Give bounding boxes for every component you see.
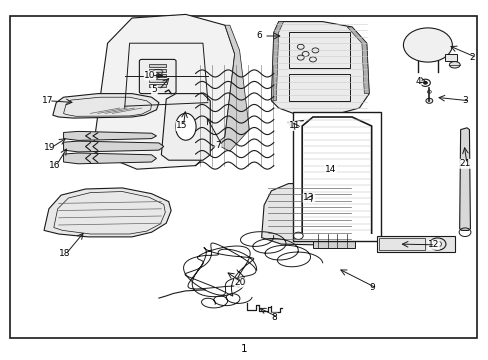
Polygon shape bbox=[44, 188, 171, 237]
Polygon shape bbox=[215, 25, 249, 151]
Text: 14: 14 bbox=[325, 165, 336, 174]
Bar bbox=[378, 238, 425, 250]
Polygon shape bbox=[63, 153, 156, 164]
Bar bbox=[376, 236, 454, 252]
Text: 18: 18 bbox=[59, 249, 70, 258]
Bar bbox=[444, 54, 456, 61]
Text: 8: 8 bbox=[271, 313, 277, 322]
Bar bbox=[149, 79, 166, 82]
Text: 15: 15 bbox=[176, 122, 187, 130]
Polygon shape bbox=[261, 184, 356, 245]
Polygon shape bbox=[346, 27, 368, 94]
Ellipse shape bbox=[448, 62, 459, 68]
Polygon shape bbox=[93, 14, 234, 169]
Bar bbox=[288, 32, 349, 68]
Text: 21: 21 bbox=[459, 159, 470, 168]
Polygon shape bbox=[63, 131, 156, 140]
Text: 16: 16 bbox=[49, 161, 61, 170]
Text: 2: 2 bbox=[468, 53, 474, 62]
Text: 6: 6 bbox=[256, 31, 262, 40]
Bar bbox=[149, 69, 166, 72]
Text: 7: 7 bbox=[215, 141, 221, 150]
Text: 19: 19 bbox=[44, 143, 56, 152]
Bar bbox=[149, 84, 166, 87]
Bar bbox=[312, 234, 354, 248]
Circle shape bbox=[425, 98, 432, 103]
Polygon shape bbox=[53, 94, 159, 118]
Text: 4: 4 bbox=[415, 77, 421, 85]
Polygon shape bbox=[161, 94, 210, 160]
Text: 20: 20 bbox=[234, 278, 245, 287]
Text: 9: 9 bbox=[368, 284, 374, 292]
Polygon shape bbox=[459, 128, 469, 230]
Polygon shape bbox=[271, 22, 283, 101]
Ellipse shape bbox=[403, 28, 451, 62]
Text: 10: 10 bbox=[144, 71, 156, 80]
Bar bbox=[293, 112, 381, 241]
Bar bbox=[149, 64, 166, 67]
Polygon shape bbox=[63, 141, 163, 152]
Text: 17: 17 bbox=[41, 96, 53, 105]
Bar bbox=[149, 74, 166, 77]
Text: 1: 1 bbox=[241, 344, 247, 354]
Circle shape bbox=[423, 81, 427, 84]
Polygon shape bbox=[271, 22, 368, 115]
Bar bbox=[288, 74, 349, 101]
Bar bbox=[10, 16, 476, 338]
Text: 5: 5 bbox=[151, 85, 157, 94]
Text: 11: 11 bbox=[288, 122, 300, 130]
FancyBboxPatch shape bbox=[139, 59, 176, 94]
Ellipse shape bbox=[175, 113, 196, 140]
Text: 12: 12 bbox=[427, 240, 438, 249]
Text: 13: 13 bbox=[303, 194, 314, 202]
Text: 3: 3 bbox=[461, 96, 467, 105]
